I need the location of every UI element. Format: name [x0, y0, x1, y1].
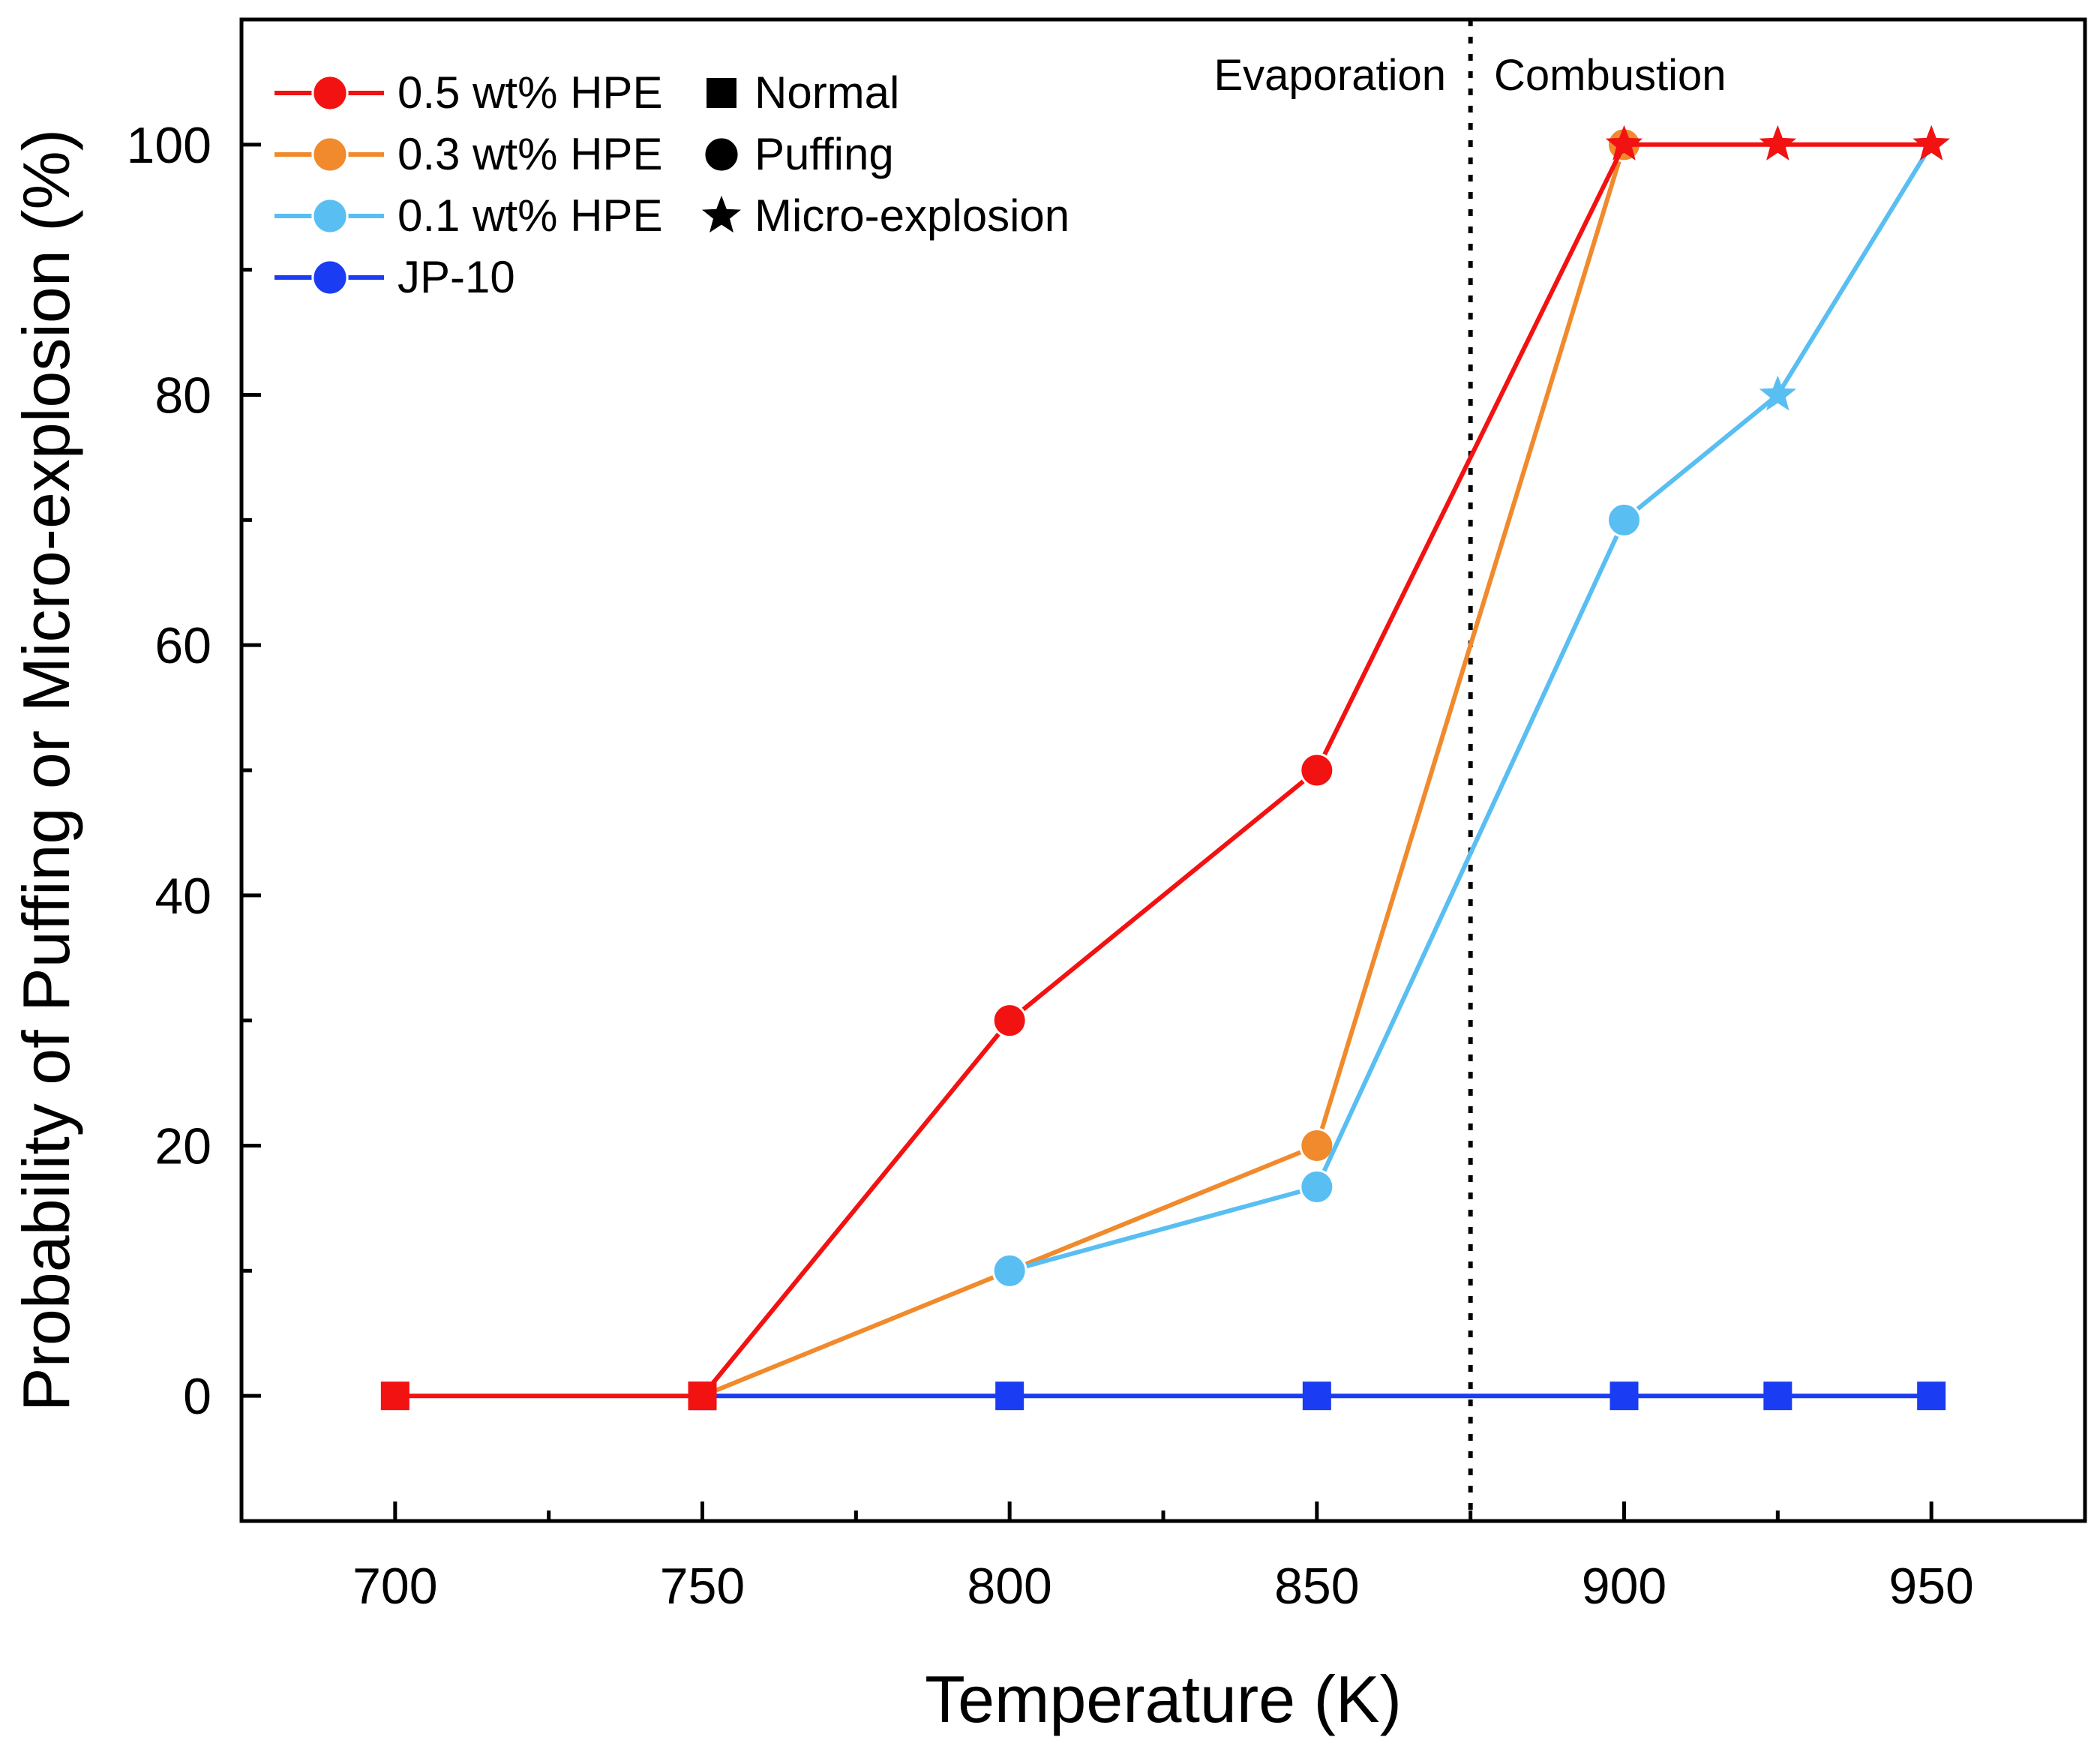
point-0.5-wt-hpe-700	[380, 1382, 410, 1411]
series-line-0.3-wt-hpe	[701, 143, 1627, 1398]
legend-marker-0.1-wt-hpe	[311, 197, 349, 235]
y-tick-label-20: 20	[154, 1118, 212, 1175]
x-tick-label-800: 800	[967, 1558, 1052, 1615]
point-0.1-wt-hpe-900	[1606, 502, 1642, 538]
point-0.1-wt-hpe-925	[1759, 375, 1797, 411]
y-tick-label-40: 40	[154, 868, 212, 925]
point-0.5-wt-hpe-950	[1912, 124, 1950, 160]
y-tick-label-60: 60	[154, 617, 212, 674]
x-tick-label-950: 950	[1888, 1558, 1973, 1615]
point-jp-10-950	[1917, 1382, 1946, 1411]
legend-label-jp-10: JP-10	[398, 252, 515, 302]
series-jp-10	[688, 1382, 1946, 1411]
point-jp-10-925	[1763, 1382, 1792, 1411]
series-0.3-wt-hpe	[688, 127, 1642, 1411]
legend-marker-0.5-wt-hpe	[311, 74, 349, 112]
x-tick-label-850: 850	[1274, 1558, 1359, 1615]
legend-marker-jp-10	[311, 259, 349, 296]
series-0.5-wt-hpe	[380, 124, 1950, 1411]
x-tick-label-700: 700	[352, 1558, 437, 1615]
series-0.1-wt-hpe	[992, 124, 1950, 1288]
point-0.5-wt-hpe-925	[1759, 124, 1797, 160]
point-jp-10-800	[995, 1382, 1024, 1411]
point-0.5-wt-hpe-800	[992, 1003, 1028, 1039]
ticks-layer: 700 750 800 850 900 950 0 20 40 60 80 100	[127, 117, 1974, 1615]
legend-shape-normal	[706, 78, 736, 108]
point-0.5-wt-hpe-750	[688, 1382, 717, 1411]
point-0.5-wt-hpe-900	[1605, 124, 1643, 160]
series-layer	[380, 124, 1950, 1411]
y-tick-label-100: 100	[127, 117, 212, 174]
legend-marker-0.3-wt-hpe	[311, 136, 349, 173]
combustion-label: Combustion	[1494, 51, 1726, 100]
axes-layer	[239, 17, 2087, 1523]
x-tick-label-750: 750	[660, 1558, 745, 1615]
plot-frame	[239, 17, 2087, 1523]
x-tick-label-900: 900	[1582, 1558, 1666, 1615]
x-axis-title: Temperature (K)	[925, 1662, 1402, 1736]
point-0.5-wt-hpe-850	[1299, 752, 1335, 788]
legend-label-0.1-wt-hpe: 0.1 wt% HPE	[398, 190, 662, 241]
legend-label-normal: Normal	[754, 68, 899, 118]
legend: 0.5 wt% HPE 0.3 wt% HPE 0.1 wt% HPE JP-1…	[274, 68, 1070, 302]
point-0.1-wt-hpe-800	[992, 1252, 1028, 1288]
legend-label-puffing: Puffing	[754, 129, 894, 179]
y-tick-label-0: 0	[183, 1368, 212, 1425]
point-jp-10-850	[1302, 1382, 1331, 1411]
legend-label-0.5-wt-hpe: 0.5 wt% HPE	[398, 68, 662, 118]
point-0.3-wt-hpe-850	[1299, 1128, 1335, 1163]
legend-shape-micro-explosion	[702, 195, 741, 233]
point-jp-10-900	[1610, 1382, 1639, 1411]
legend-label-0.3-wt-hpe: 0.3 wt% HPE	[398, 129, 662, 179]
legend-label-micro-explosion: Micro-explosion	[754, 190, 1070, 241]
point-0.1-wt-hpe-850	[1299, 1169, 1335, 1205]
y-axis-title: Probability of Puffing or Micro-explosio…	[9, 129, 83, 1412]
legend-shape-puffing	[703, 136, 740, 173]
evaporation-label: Evaporation	[1214, 51, 1446, 100]
y-tick-label-80: 80	[154, 368, 212, 424]
